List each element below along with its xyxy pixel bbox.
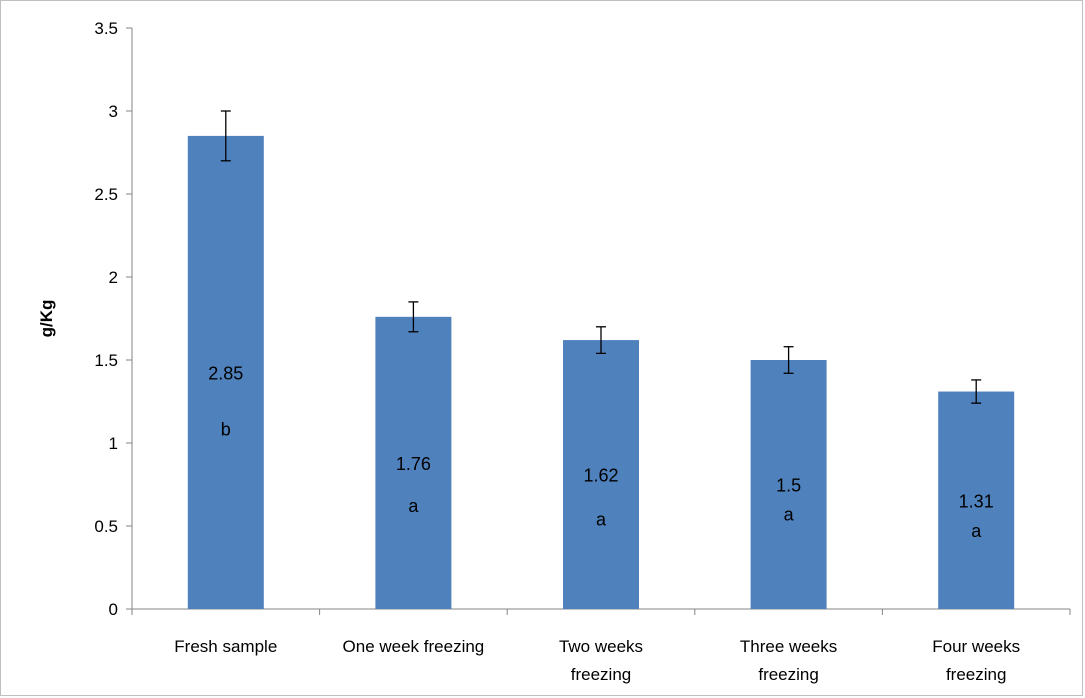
x-tick-label: freezing xyxy=(758,665,818,684)
x-tick-label: freezing xyxy=(571,665,631,684)
y-tick-label: 0.5 xyxy=(94,517,118,536)
axes: 0 0.5 1 1.5 2 2.5 3 3.5 xyxy=(94,19,1071,619)
data-label: 1.62 xyxy=(583,466,618,486)
x-tick-label: freezing xyxy=(946,665,1006,684)
significance-letter: a xyxy=(408,496,419,516)
significance-letter: a xyxy=(971,521,982,541)
y-axis-title: g/Kg xyxy=(37,300,56,338)
significance-letter: a xyxy=(596,509,607,529)
y-tick-label: 0 xyxy=(109,600,118,619)
x-tick-label: Three weeks xyxy=(740,637,837,656)
y-tick-label: 1.5 xyxy=(94,351,118,370)
y-tick-label: 3.5 xyxy=(94,19,118,38)
data-label: 1.31 xyxy=(959,491,994,511)
x-tick-label: One week freezing xyxy=(343,637,485,656)
y-tick-label: 3 xyxy=(109,102,118,121)
bar xyxy=(750,360,827,609)
bar xyxy=(187,135,264,609)
bar xyxy=(563,340,639,609)
y-tick-label: 1 xyxy=(109,434,118,453)
x-tick-label: Four weeks xyxy=(932,637,1020,656)
x-tick-label: Two weeks xyxy=(559,637,643,656)
data-label: 1.76 xyxy=(396,454,431,474)
x-tick-label: Fresh sample xyxy=(174,637,277,656)
data-label: 1.5 xyxy=(776,476,801,496)
data-label: 2.85 xyxy=(208,363,243,383)
labels: 2.85 b Fresh sample 1.76 a One week freezing 1… xyxy=(174,363,1020,684)
bar xyxy=(375,316,452,609)
significance-letter: b xyxy=(221,420,231,440)
bar xyxy=(938,391,1015,609)
bars xyxy=(187,110,1015,609)
y-tick-label: 2.5 xyxy=(94,185,118,204)
y-tick-label: 2 xyxy=(109,268,118,287)
significance-letter: a xyxy=(784,504,795,524)
